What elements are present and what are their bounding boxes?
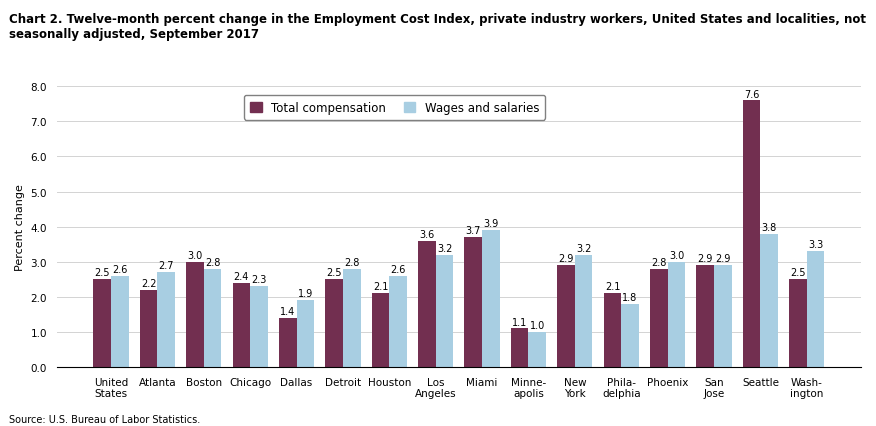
Text: 2.9: 2.9 — [715, 254, 731, 264]
Text: 2.8: 2.8 — [344, 257, 359, 267]
Text: 2.5: 2.5 — [790, 268, 806, 278]
Text: 2.1: 2.1 — [604, 282, 620, 292]
Text: Source: U.S. Bureau of Labor Statistics.: Source: U.S. Bureau of Labor Statistics. — [9, 414, 200, 424]
Text: Chart 2. Twelve-month percent change in the Employment Cost Index, private indus: Chart 2. Twelve-month percent change in … — [9, 13, 865, 41]
Text: 3.7: 3.7 — [465, 226, 481, 236]
Text: 2.9: 2.9 — [697, 254, 713, 264]
Bar — [111, 276, 129, 367]
Bar — [232, 283, 251, 367]
Text: 2.8: 2.8 — [205, 257, 220, 267]
Bar — [760, 234, 778, 367]
Bar — [279, 318, 296, 367]
Text: 2.5: 2.5 — [95, 268, 110, 278]
Bar — [743, 101, 760, 367]
Bar — [621, 304, 639, 367]
Bar — [371, 294, 389, 367]
Y-axis label: Percent change: Percent change — [15, 184, 25, 271]
Text: 2.5: 2.5 — [327, 268, 342, 278]
Bar — [575, 255, 592, 367]
Bar — [668, 262, 685, 367]
Legend: Total compensation, Wages and salaries: Total compensation, Wages and salaries — [244, 96, 545, 121]
Text: 3.9: 3.9 — [484, 219, 498, 229]
Bar — [204, 269, 222, 367]
Bar — [325, 279, 343, 367]
Bar — [94, 279, 111, 367]
Bar — [435, 255, 453, 367]
Bar — [186, 262, 204, 367]
Bar — [789, 279, 807, 367]
Bar — [528, 332, 546, 367]
Text: 2.9: 2.9 — [558, 254, 574, 264]
Text: 2.1: 2.1 — [373, 282, 388, 292]
Bar — [158, 273, 175, 367]
Bar — [714, 265, 731, 367]
Text: 3.8: 3.8 — [761, 222, 777, 232]
Text: 2.6: 2.6 — [391, 264, 406, 274]
Bar — [696, 265, 714, 367]
Bar — [464, 238, 482, 367]
Bar — [557, 265, 575, 367]
Bar — [807, 251, 824, 367]
Bar — [650, 269, 668, 367]
Text: 1.9: 1.9 — [298, 289, 313, 299]
Text: 3.0: 3.0 — [187, 250, 202, 260]
Bar — [140, 290, 158, 367]
Bar — [418, 241, 435, 367]
Text: 3.3: 3.3 — [808, 240, 823, 250]
Text: 7.6: 7.6 — [744, 89, 759, 99]
Text: 2.8: 2.8 — [651, 257, 667, 267]
Text: 1.1: 1.1 — [512, 317, 527, 327]
Text: 1.4: 1.4 — [280, 306, 295, 316]
Bar — [511, 328, 528, 367]
Text: 1.0: 1.0 — [530, 320, 545, 330]
Bar — [604, 294, 621, 367]
Text: 3.2: 3.2 — [437, 243, 452, 253]
Text: 2.4: 2.4 — [234, 271, 249, 281]
Bar — [343, 269, 361, 367]
Text: 2.6: 2.6 — [112, 264, 128, 274]
Bar — [482, 230, 499, 367]
Text: 3.6: 3.6 — [420, 229, 434, 239]
Bar — [296, 300, 314, 367]
Text: 2.3: 2.3 — [251, 275, 266, 285]
Bar — [389, 276, 407, 367]
Text: 2.7: 2.7 — [159, 261, 174, 271]
Bar — [251, 287, 268, 367]
Text: 3.0: 3.0 — [669, 250, 684, 260]
Text: 2.2: 2.2 — [141, 278, 156, 288]
Text: 1.8: 1.8 — [623, 292, 638, 302]
Text: 3.2: 3.2 — [576, 243, 591, 253]
